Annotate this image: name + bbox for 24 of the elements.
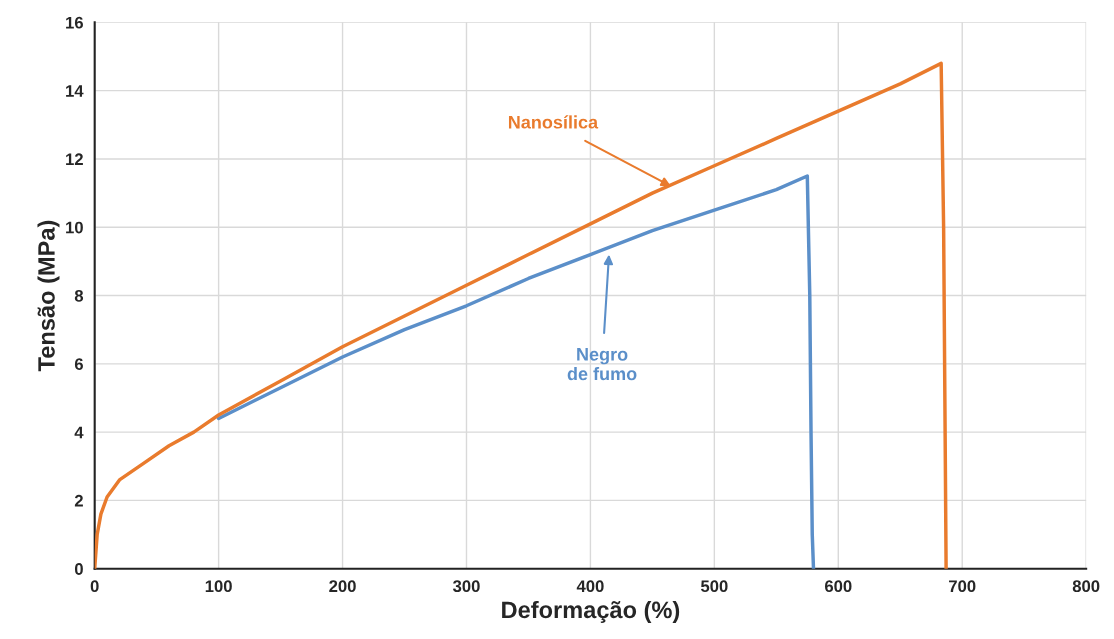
line-series — [216, 174, 816, 569]
x-tick-label: 200 — [329, 580, 356, 593]
x-tick-label: 400 — [576, 580, 604, 593]
x-axis-title: Deformação (%) — [502, 600, 680, 623]
x-tick-label: 0 — [90, 580, 99, 593]
y-tick-label: 2 — [74, 494, 83, 507]
annotation: Nanosílica — [508, 115, 599, 129]
y-tick-label: 12 — [66, 153, 83, 165]
annotation: Negro de fumo — [567, 348, 637, 381]
x-tick-label: 300 — [452, 580, 480, 593]
x-tick-label: 800 — [1072, 580, 1100, 593]
x-tick-label: 600 — [824, 580, 852, 593]
line-series — [94, 61, 948, 569]
x-tick-label: 700 — [949, 580, 976, 593]
y-tick-label: 0 — [74, 563, 83, 575]
y-tick-label: 10 — [66, 221, 83, 234]
x-tick-label: 500 — [700, 580, 728, 593]
y-tick-label: 8 — [74, 289, 84, 302]
y-tick-label: 4 — [74, 426, 84, 439]
x-tick-label: 100 — [205, 580, 232, 593]
y-tick-label: 16 — [66, 16, 83, 29]
y-tick-label: 6 — [74, 358, 83, 371]
y-axis-title: Tensão (MPa) — [37, 220, 60, 372]
y-tick-label: 14 — [66, 85, 84, 97]
